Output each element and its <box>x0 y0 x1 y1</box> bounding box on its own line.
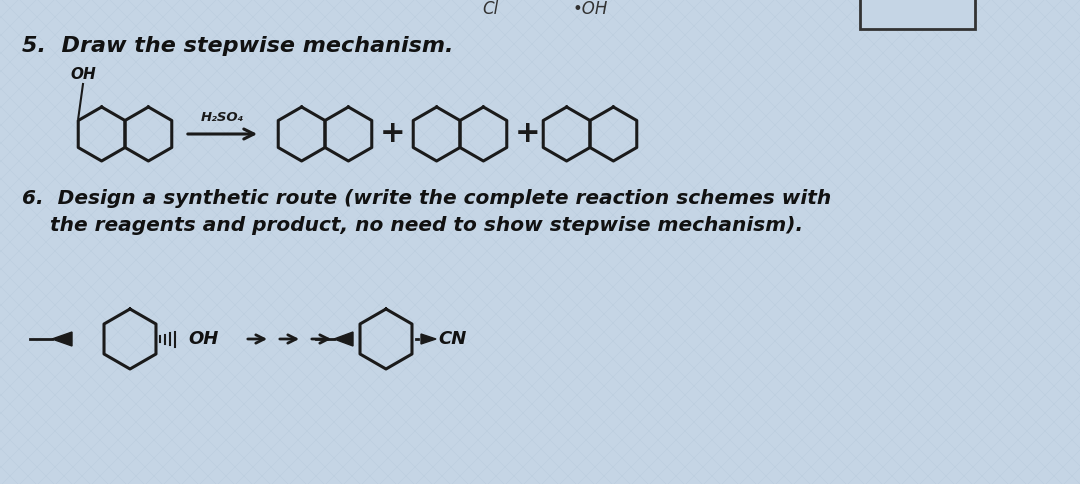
Text: 5.  Draw the stepwise mechanism.: 5. Draw the stepwise mechanism. <box>22 36 454 56</box>
Polygon shape <box>334 332 353 346</box>
Text: 6.  Design a synthetic route (write the complete reaction schemes with: 6. Design a synthetic route (write the c… <box>22 189 832 208</box>
Text: OH: OH <box>70 67 96 82</box>
Text: CN: CN <box>438 330 467 348</box>
Text: •OH: •OH <box>572 0 608 18</box>
Text: +: + <box>380 120 406 149</box>
FancyBboxPatch shape <box>860 0 975 29</box>
Text: +: + <box>515 120 541 149</box>
Text: H₂SO₄: H₂SO₄ <box>201 111 244 124</box>
Polygon shape <box>52 332 72 346</box>
Text: the reagents and product, no need to show stepwise mechanism).: the reagents and product, no need to sho… <box>22 216 804 235</box>
Text: Cl: Cl <box>482 0 498 18</box>
Text: OH: OH <box>188 330 218 348</box>
Polygon shape <box>421 334 436 344</box>
